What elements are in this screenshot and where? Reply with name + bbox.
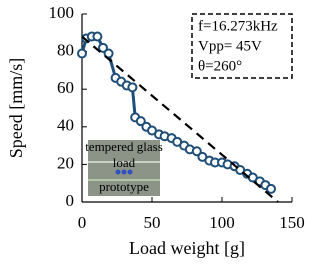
y-tick-label: 20	[57, 153, 74, 172]
y-tick-label: 60	[57, 78, 74, 97]
x-tick-label: 100	[209, 213, 235, 232]
data-point	[93, 33, 101, 41]
inset-load	[116, 170, 121, 175]
y-tick-label: 100	[49, 3, 75, 22]
y-tick-label: 80	[57, 41, 74, 60]
data-point	[78, 49, 86, 57]
y-tick-label: 40	[57, 116, 74, 135]
x-tick-label: 50	[144, 213, 161, 232]
inset-label: tempered glass	[85, 139, 163, 154]
annotation: Vpp= 45V	[198, 38, 262, 54]
y-tick-label: 0	[66, 191, 75, 210]
data-point	[267, 185, 275, 193]
annotation: θ=260°	[198, 58, 242, 74]
x-axis-label: Load weight [g]	[129, 238, 245, 258]
data-point	[128, 83, 136, 91]
inset-load	[122, 170, 127, 175]
y-axis-label: Speed [mm/s]	[6, 58, 26, 159]
annotation: f=16.273kHz	[198, 18, 278, 34]
x-tick-label: 150	[279, 213, 305, 232]
x-tick-label: 0	[78, 213, 87, 232]
page: {"chart_data": {"type": "line", "x_label…	[0, 0, 322, 265]
inset-label: load	[113, 155, 136, 170]
inset-label: prototype	[99, 179, 149, 194]
chart: Speed [mm/s] Load weight [g] 0 20 40 60 80 10…	[0, 0, 322, 265]
inset-load	[128, 170, 133, 175]
